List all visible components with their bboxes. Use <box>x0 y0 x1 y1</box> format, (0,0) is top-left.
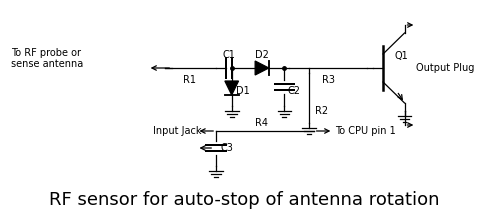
Text: Input Jack: Input Jack <box>153 126 201 136</box>
Text: sense antenna: sense antenna <box>11 59 83 69</box>
Text: D1: D1 <box>235 86 249 96</box>
Text: D2: D2 <box>255 50 268 60</box>
Text: R1: R1 <box>183 75 196 85</box>
Polygon shape <box>224 81 238 95</box>
Text: C3: C3 <box>221 143 233 153</box>
Text: R2: R2 <box>314 106 327 116</box>
Text: R4: R4 <box>255 118 268 128</box>
Text: Q1: Q1 <box>394 51 407 61</box>
Text: Output Plug: Output Plug <box>415 63 474 73</box>
Text: C1: C1 <box>222 50 235 60</box>
Text: To CPU pin 1: To CPU pin 1 <box>334 126 395 136</box>
Text: C2: C2 <box>287 86 300 96</box>
Polygon shape <box>255 61 268 75</box>
Text: To RF probe or: To RF probe or <box>11 48 81 58</box>
Text: R3: R3 <box>321 75 334 85</box>
Text: RF sensor for auto-stop of antenna rotation: RF sensor for auto-stop of antenna rotat… <box>49 191 439 209</box>
